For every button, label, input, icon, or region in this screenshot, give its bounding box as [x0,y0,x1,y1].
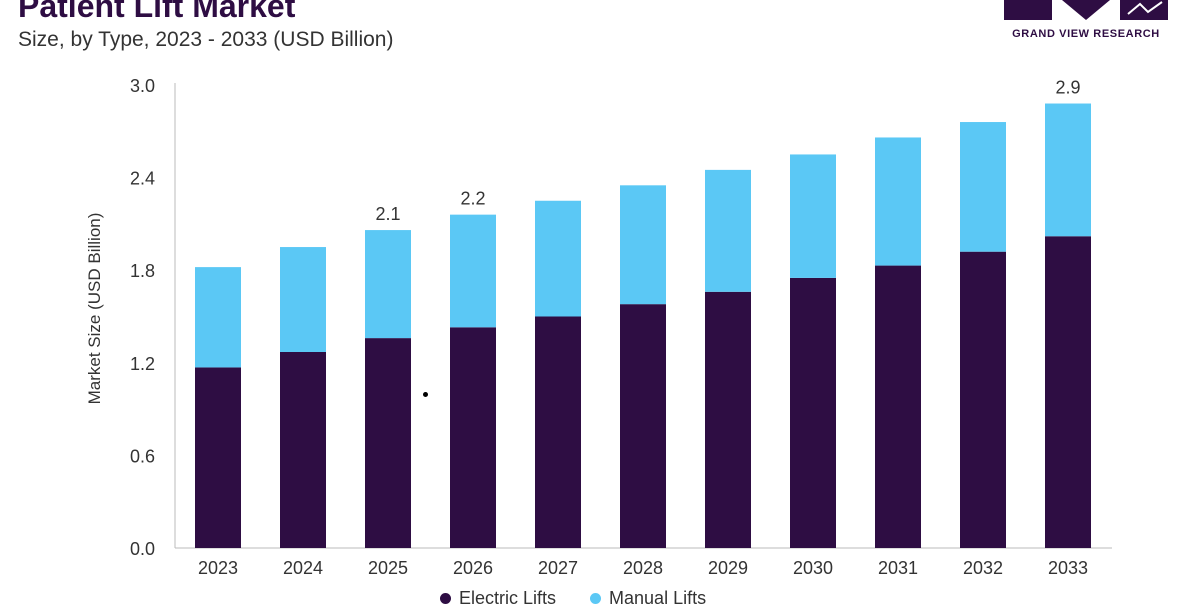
bar-manual-2026 [450,214,496,328]
bar-manual-2030 [790,154,836,278]
data-label: 2.2 [460,189,485,209]
bar-electric-2023 [195,367,241,548]
stray-dot [423,392,428,397]
y-tick-label: 3.0 [130,76,155,96]
x-tick-label: 2027 [538,558,578,578]
bar-electric-2026 [450,327,496,548]
bar-manual-2033 [1045,103,1091,237]
x-tick-label: 2032 [963,558,1003,578]
bar-electric-2028 [620,304,666,548]
y-tick-label: 0.6 [130,446,155,466]
y-tick-label: 1.2 [130,354,155,374]
bar-electric-2031 [875,265,921,548]
x-tick-label: 2033 [1048,558,1088,578]
x-tick-label: 2030 [793,558,833,578]
bar-electric-2025 [365,338,411,548]
grand-view-research-logo: GRAND VIEW RESEARCH [1000,0,1172,44]
grand-view-research-logo-icon [1004,0,1168,20]
bar-manual-2028 [620,185,666,305]
bar-manual-2024 [280,247,326,352]
legend: Electric Lifts Manual Lifts [440,588,706,609]
y-axis-label: Market Size (USD Billion) [85,213,104,405]
legend-item-electric: Electric Lifts [440,588,556,609]
legend-label-manual: Manual Lifts [609,588,707,608]
y-tick-label: 0.0 [130,539,155,559]
bar-electric-2027 [535,316,581,548]
bar-electric-2029 [705,291,751,548]
x-tick-label: 2025 [368,558,408,578]
bar-electric-2024 [280,351,326,548]
bar-electric-2032 [960,251,1006,548]
x-tick-label: 2024 [283,558,323,578]
legend-label-electric: Electric Lifts [459,588,557,608]
bar-manual-2027 [535,200,581,317]
y-tick-label: 2.4 [130,169,155,189]
data-label: 2.1 [375,204,400,224]
chart-title: Patient Lift Market [18,0,296,24]
bar-electric-2033 [1045,236,1091,548]
data-label: 2.9 [1055,78,1080,98]
bar-manual-2023 [195,267,241,368]
bar-manual-2029 [705,169,751,292]
bar-electric-2030 [790,277,836,548]
legend-swatch-electric [440,593,451,604]
logo-text: GRAND VIEW RESEARCH [1012,28,1160,40]
legend-item-manual: Manual Lifts [590,588,706,609]
bar-manual-2031 [875,137,921,266]
x-tick-label: 2026 [453,558,493,578]
bar-manual-2025 [365,230,411,339]
legend-swatch-manual [590,593,602,604]
x-tick-label: 2028 [623,558,663,578]
x-tick-label: 2029 [708,558,748,578]
bar-manual-2032 [960,122,1006,252]
chart-subtitle: Size, by Type, 2023 - 2033 (USD Billion) [18,28,394,51]
x-tick-label: 2031 [878,558,918,578]
x-tick-label: 2023 [198,558,238,578]
y-tick-label: 1.8 [130,261,155,281]
